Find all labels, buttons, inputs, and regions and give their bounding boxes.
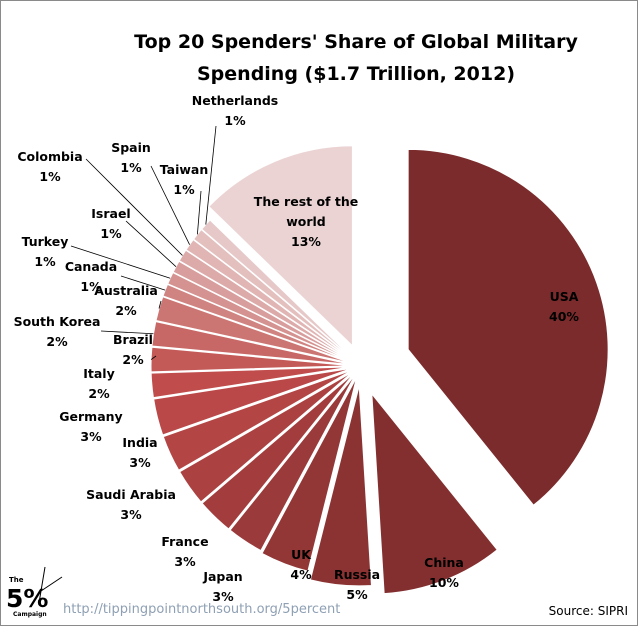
slice-label-australia: Australia 2% (94, 283, 158, 318)
leader-line (125, 220, 177, 267)
slice-label-germany: Germany 3% (59, 409, 122, 444)
campaign-logo: The 5% Campaign (6, 566, 63, 618)
pie-slice-italy (150, 366, 352, 399)
pie-slice-usa (407, 148, 609, 506)
pie-slice-india (162, 369, 353, 471)
chart-title-line-1: Top 20 Spenders' Share of Global Militar… (134, 31, 578, 53)
slice-label-israel: Israel 1% (91, 206, 130, 241)
leader-line (150, 165, 190, 245)
chart-title-line-2: Spending ($1.7 Trillion, 2012) (197, 63, 515, 85)
slice-label-france: France 3% (161, 534, 208, 569)
leader-line (120, 275, 166, 291)
slice-label-saudi-arabia: Saudi Arabia 3% (86, 487, 176, 522)
pie-slice-russia (309, 385, 372, 587)
pie-slice-uk (261, 376, 358, 572)
slice-label-taiwan: Taiwan 1% (160, 162, 209, 197)
pie-slice-turkey (167, 272, 353, 363)
slice-label-spain: Spain 1% (111, 140, 151, 175)
source-note: Source: SIPRI (549, 604, 628, 618)
pie-slice-japan (229, 374, 356, 552)
slice-label-usa: USA 40% (549, 289, 579, 324)
logo-stroke (40, 576, 63, 592)
logo-top-text: The (9, 576, 24, 584)
slice-label-china: China 10% (424, 555, 464, 590)
leader-line (85, 158, 183, 256)
leader-line (205, 125, 217, 225)
logo-big-text: 5% (6, 584, 48, 613)
leader-line (150, 355, 157, 360)
slice-label-italy: Italy 2% (83, 366, 115, 401)
rest-label-line: world (286, 214, 326, 229)
source-url-link[interactable]: http://tippingpointnorthsouth.org/5perce… (63, 602, 340, 617)
leader-line (196, 190, 202, 235)
pie-slice-south-korea (151, 321, 352, 365)
leader-line (100, 330, 154, 335)
slice-label-the-rest-of-the-world: The rest of the world 13% (254, 194, 358, 249)
slice-label-uk: UK 4% (290, 547, 312, 582)
pie-slice-taiwan (192, 228, 354, 361)
leader-line (70, 245, 171, 279)
pie-slice-the-rest-of-the-world (208, 145, 353, 347)
pie-slice-germany (153, 367, 352, 436)
slice-label-brazil: Brazil 2% (113, 332, 153, 367)
slice-label-colombia: Colombia 1% (17, 149, 82, 184)
rest-label-line: The rest of the (254, 194, 358, 209)
pie-slice-china (371, 392, 498, 595)
leader-line (158, 300, 162, 309)
logo-stroke (38, 566, 46, 604)
slice-label-japan: Japan 3% (202, 569, 242, 604)
pie-slice-france (201, 372, 355, 530)
slice-label-turkey: Turkey 1% (22, 234, 69, 269)
slice-label-india: India 3% (122, 435, 157, 470)
slice-label-south-korea: South Korea 2% (14, 314, 101, 349)
slice-label-netherlands: Netherlands 1% (192, 93, 278, 128)
slice-label-canada: Canada 1% (65, 259, 117, 294)
logo-bottom-text: Campaign (13, 611, 47, 618)
slice-label-russia: Russia 5% (334, 567, 380, 602)
pie-slice-colombia (178, 249, 353, 362)
pie-slice-saudi-arabia (178, 371, 354, 503)
